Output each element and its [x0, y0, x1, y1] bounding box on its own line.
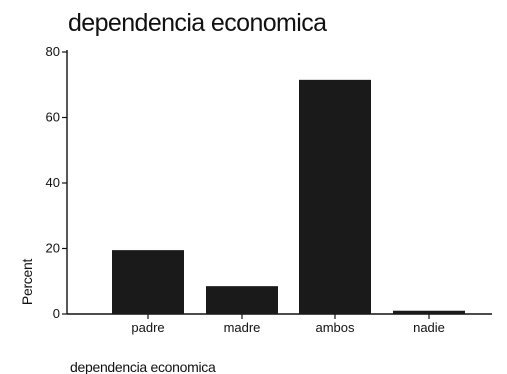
bar-madre: [206, 286, 278, 314]
y-tick-label: 0: [53, 306, 60, 321]
y-tick-label: 80: [46, 44, 60, 59]
x-tick-label-nadie: nadie: [413, 320, 445, 335]
y-axis-label: Percent: [19, 259, 35, 306]
chart-title: dependencia economica: [68, 9, 327, 37]
x-tick-label-ambos: ambos: [315, 320, 355, 335]
x-tick-label-madre: madre: [224, 320, 261, 335]
y-tick-label: 60: [46, 110, 60, 125]
plot-area: 0 20 40 60 80 padre madre ambos nadie: [46, 44, 492, 335]
x-axis-label: dependencia economica: [70, 359, 216, 374]
y-tick-label: 20: [46, 241, 60, 256]
x-tick-label-padre: padre: [131, 320, 164, 335]
bar-ambos: [299, 79, 371, 315]
bar-padre: [112, 250, 184, 314]
bar-nadie: [393, 310, 465, 314]
y-tick-label: 40: [46, 175, 60, 190]
